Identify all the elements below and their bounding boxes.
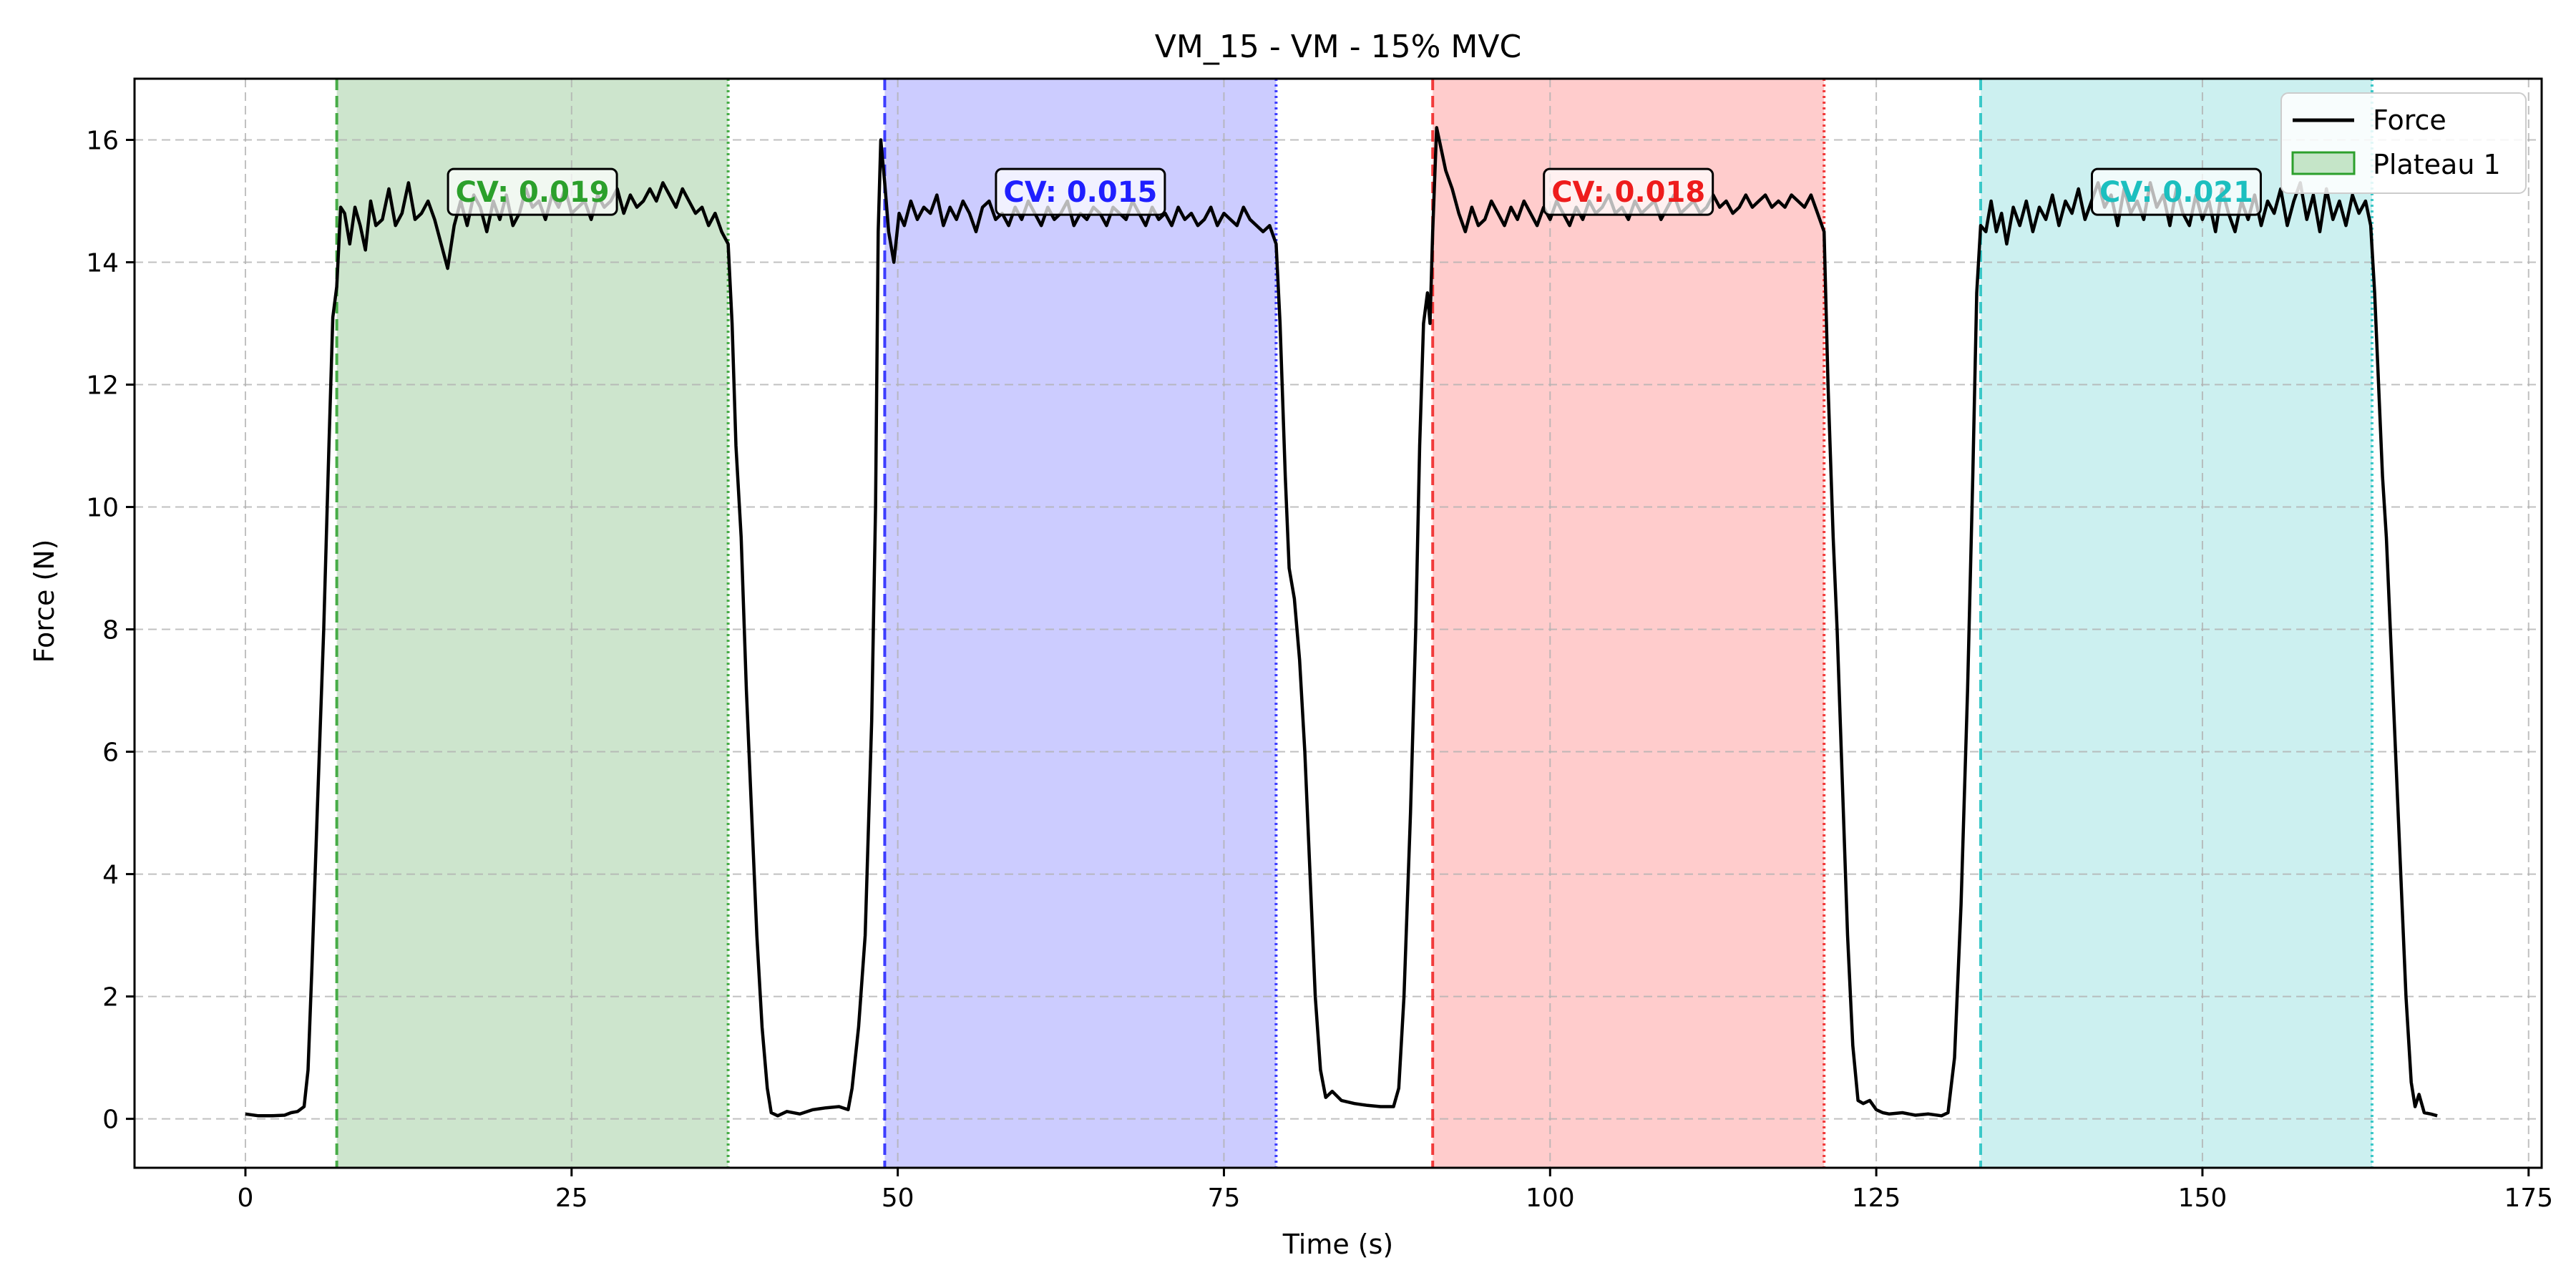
- legend-frame: [2280, 92, 2527, 194]
- cv-annotation-box: [447, 167, 618, 216]
- cv-annotation-text: CV: 0.018: [1551, 176, 1705, 209]
- x-tick-label: 0: [238, 1184, 254, 1213]
- cv-annotation-3: CV: 0.018: [1543, 167, 1714, 216]
- cv-annotation-box: [1543, 167, 1714, 216]
- x-tick-label: 175: [2504, 1184, 2553, 1213]
- chart-title: VM_15 - VM - 15% MVC: [1155, 29, 1521, 65]
- y-tick-label: 0: [102, 1106, 119, 1135]
- legend: Force Plateau 1: [2280, 92, 2527, 194]
- y-tick-label: 14: [86, 249, 119, 278]
- y-tick-label: 4: [102, 861, 119, 890]
- plot-area: CV: 0.019 CV: 0.015 CV: 0.018 CV: 0.021 0 25 5…: [86, 77, 2553, 1213]
- y-tick-label: 10: [86, 494, 119, 523]
- y-tick-label: 8: [102, 616, 119, 645]
- cv-annotation-text: CV: 0.015: [1003, 176, 1157, 209]
- plateau-region-1: [336, 79, 728, 1168]
- x-tick-label: 150: [2178, 1184, 2228, 1213]
- legend-plateau-patch-swatch: [2291, 151, 2356, 175]
- cv-annotation-4: CV: 0.021: [2090, 167, 2262, 216]
- plateau-region-2: [884, 79, 1277, 1168]
- cv-annotation-1: CV: 0.019: [447, 167, 618, 216]
- x-tick-label: 125: [1852, 1184, 1901, 1213]
- x-axis-label: Time (s): [1282, 1229, 1394, 1260]
- cv-annotation-text: CV: 0.019: [456, 176, 610, 209]
- cv-annotation-2: CV: 0.015: [995, 167, 1166, 216]
- legend-plateau-label: Plateau 1: [2373, 149, 2501, 180]
- cv-annotation-box: [995, 167, 1166, 216]
- x-tick-label: 25: [555, 1184, 588, 1213]
- cv-annotation-text: CV: 0.021: [2099, 176, 2253, 209]
- cv-annotation-box: [2090, 167, 2262, 216]
- x-tick-label: 100: [1526, 1184, 1575, 1213]
- plateau-region-4: [1980, 79, 2372, 1168]
- y-tick-label: 6: [102, 738, 119, 768]
- y-tick-label: 12: [86, 371, 119, 401]
- y-tick-label: 2: [102, 983, 119, 1013]
- legend-force-label: Force: [2373, 104, 2446, 136]
- y-axis-label: Force (N): [29, 540, 60, 663]
- axes-frame: [133, 77, 2543, 1169]
- x-tick-label: 75: [1208, 1184, 1241, 1213]
- plateau-region-3: [1433, 79, 1825, 1168]
- y-tick-label: 16: [86, 127, 119, 156]
- x-tick-label: 50: [882, 1184, 914, 1213]
